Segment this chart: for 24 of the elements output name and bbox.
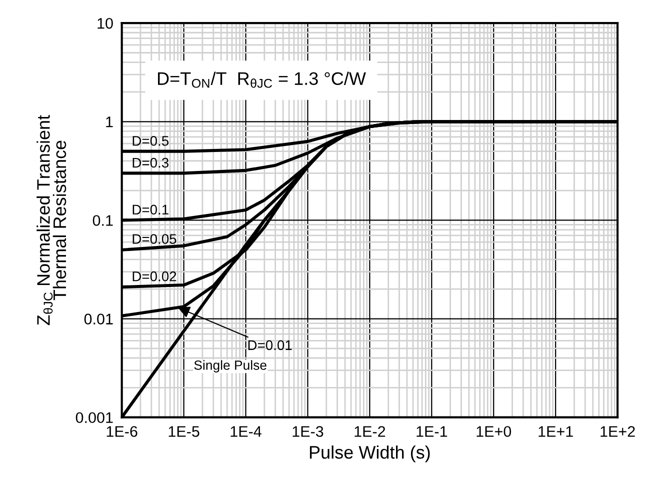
x-tick-label: 1E+2 [600,426,635,437]
y-tick-label: 0.001 [76,412,113,424]
annotation: D=T$_{ON}$/T R$_{θJC}$ = 1.3 °C/W [158,72,366,88]
series-label: D=0.5 [132,136,169,146]
series-label: Single Pulse [194,360,266,372]
series-label: D=0.05 [132,234,176,244]
series-label: D=0.3 [132,158,168,168]
x-tick-label: 1E-2 [354,426,386,437]
x-axis-title: Pulse Width (s) [310,445,430,462]
y-axis-title: Z$_{θJC}$ Normalized Transient Thermal Resistance [36,115,66,326]
x-tick-label: 1E-6 [106,426,138,437]
series-label: D=0.1 [132,204,168,215]
y-tick-label: 1 [106,116,113,128]
x-tick-label: 1E+1 [538,426,573,437]
y-tick-label: 0.1 [92,215,113,226]
x-tick-label: 1E+0 [476,426,512,437]
x-tick-label: 1E-3 [292,426,324,437]
text: D=0.01 [248,340,292,350]
x-tick-label: 1E-1 [416,426,448,437]
x-tick-label: 1E-5 [168,426,200,437]
x-tick-label: 1E-4 [230,426,262,437]
series-label: D=0.02 [132,271,176,282]
y-tick-label: 10 [98,18,113,29]
y-tick-label: 0.01 [84,314,113,324]
